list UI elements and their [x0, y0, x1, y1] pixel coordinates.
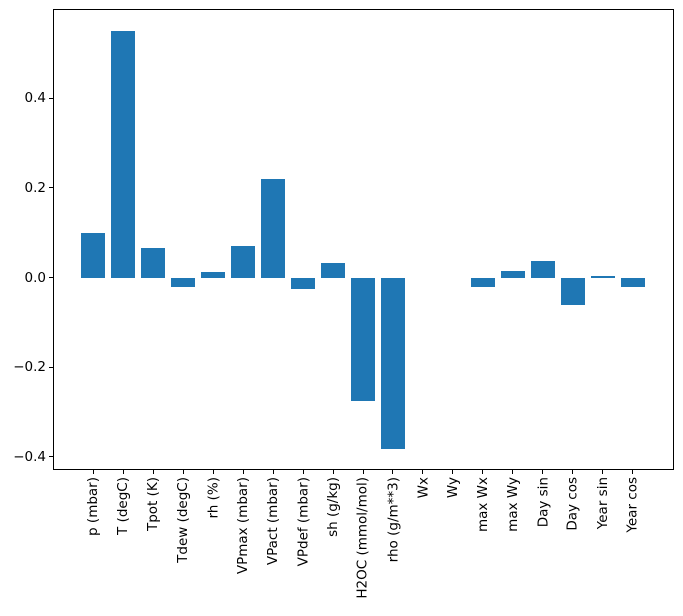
x-tick-label-t-degc: T (degC): [115, 477, 132, 535]
bar-rho-g-m-3: [380, 277, 405, 450]
x-tick: [362, 470, 364, 474]
x-tick-label-vpact-mbar: VPact (mbar): [265, 477, 282, 566]
x-tick-label-tpot-k: Tpot (K): [145, 477, 162, 532]
y-tick: [49, 97, 53, 99]
x-tick: [482, 470, 484, 474]
x-tick-label-rho-g-m-3: rho (g/m**3): [384, 477, 401, 563]
bar-year-cos: [620, 277, 645, 287]
y-tick-label: 0.2: [24, 179, 46, 196]
bar-vpmax-mbar: [231, 246, 256, 278]
x-tick-label-rh: rh (%): [205, 477, 222, 519]
x-tick-label-day-sin: Day sin: [534, 477, 551, 528]
y-tick-label: 0.4: [24, 90, 46, 107]
x-tick: [512, 470, 514, 474]
bar-h2oc-mmol-mol: [351, 277, 375, 401]
x-tick: [122, 470, 124, 474]
x-tick-label-tdew-degc: Tdew (degC): [175, 477, 192, 563]
x-tick-label-p-mbar: p (mbar): [85, 477, 102, 536]
y-tick: [49, 456, 53, 458]
x-tick: [332, 470, 334, 474]
bar-vpdef-mbar: [291, 277, 316, 289]
x-tick-label-wx: Wx: [414, 477, 431, 499]
x-tick: [392, 470, 394, 474]
x-tick-label-vpdef-mbar: VPdef (mbar): [295, 477, 312, 567]
x-tick: [272, 470, 274, 474]
x-tick: [302, 470, 304, 474]
x-tick-label-max-wx: max Wx: [474, 477, 491, 533]
x-tick-label-vpmax-mbar: VPmax (mbar): [235, 477, 252, 575]
x-tick: [152, 470, 154, 474]
bar-rh: [201, 271, 226, 278]
x-tick-label-year-cos: Year cos: [624, 477, 641, 533]
x-tick-label-max-wy: max Wy: [504, 477, 521, 532]
x-tick-label-sh-g-kg: sh (g/kg): [325, 477, 342, 537]
bar-t-degc: [111, 30, 136, 278]
bar-day-sin: [530, 260, 555, 278]
x-tick: [242, 470, 244, 474]
bar-sh-g-kg: [321, 262, 345, 278]
x-tick: [602, 470, 604, 474]
x-tick-label-year-sin: Year sin: [594, 477, 611, 530]
y-tick-label: 0.0: [24, 269, 46, 286]
bar-tdew-degc: [171, 277, 196, 287]
y-tick: [49, 366, 53, 368]
x-tick: [452, 470, 454, 474]
bar-tpot-k: [141, 248, 166, 278]
x-tick-label-h2oc-mmol-mol: H2OC (mmol/mol): [355, 477, 371, 599]
bar-max-wy: [500, 270, 525, 278]
x-tick: [542, 470, 544, 474]
y-tick-label: −0.2: [13, 359, 46, 376]
x-tick-label-day-cos: Day cos: [564, 477, 581, 531]
plot-area: [53, 9, 674, 470]
y-tick-label: −0.4: [13, 448, 46, 465]
bar-p-mbar: [81, 232, 106, 278]
x-tick: [632, 470, 634, 474]
x-tick: [92, 470, 94, 474]
y-tick: [49, 187, 53, 189]
x-tick-label-wy: Wy: [444, 477, 461, 499]
bar-vpact-mbar: [261, 178, 286, 278]
bar-day-cos: [560, 277, 585, 305]
x-tick: [212, 470, 214, 474]
x-tick: [422, 470, 424, 474]
bar-max-wx: [470, 277, 495, 287]
x-tick: [182, 470, 184, 474]
x-tick: [572, 470, 574, 474]
bar-year-sin: [590, 275, 615, 278]
y-tick: [49, 277, 53, 279]
